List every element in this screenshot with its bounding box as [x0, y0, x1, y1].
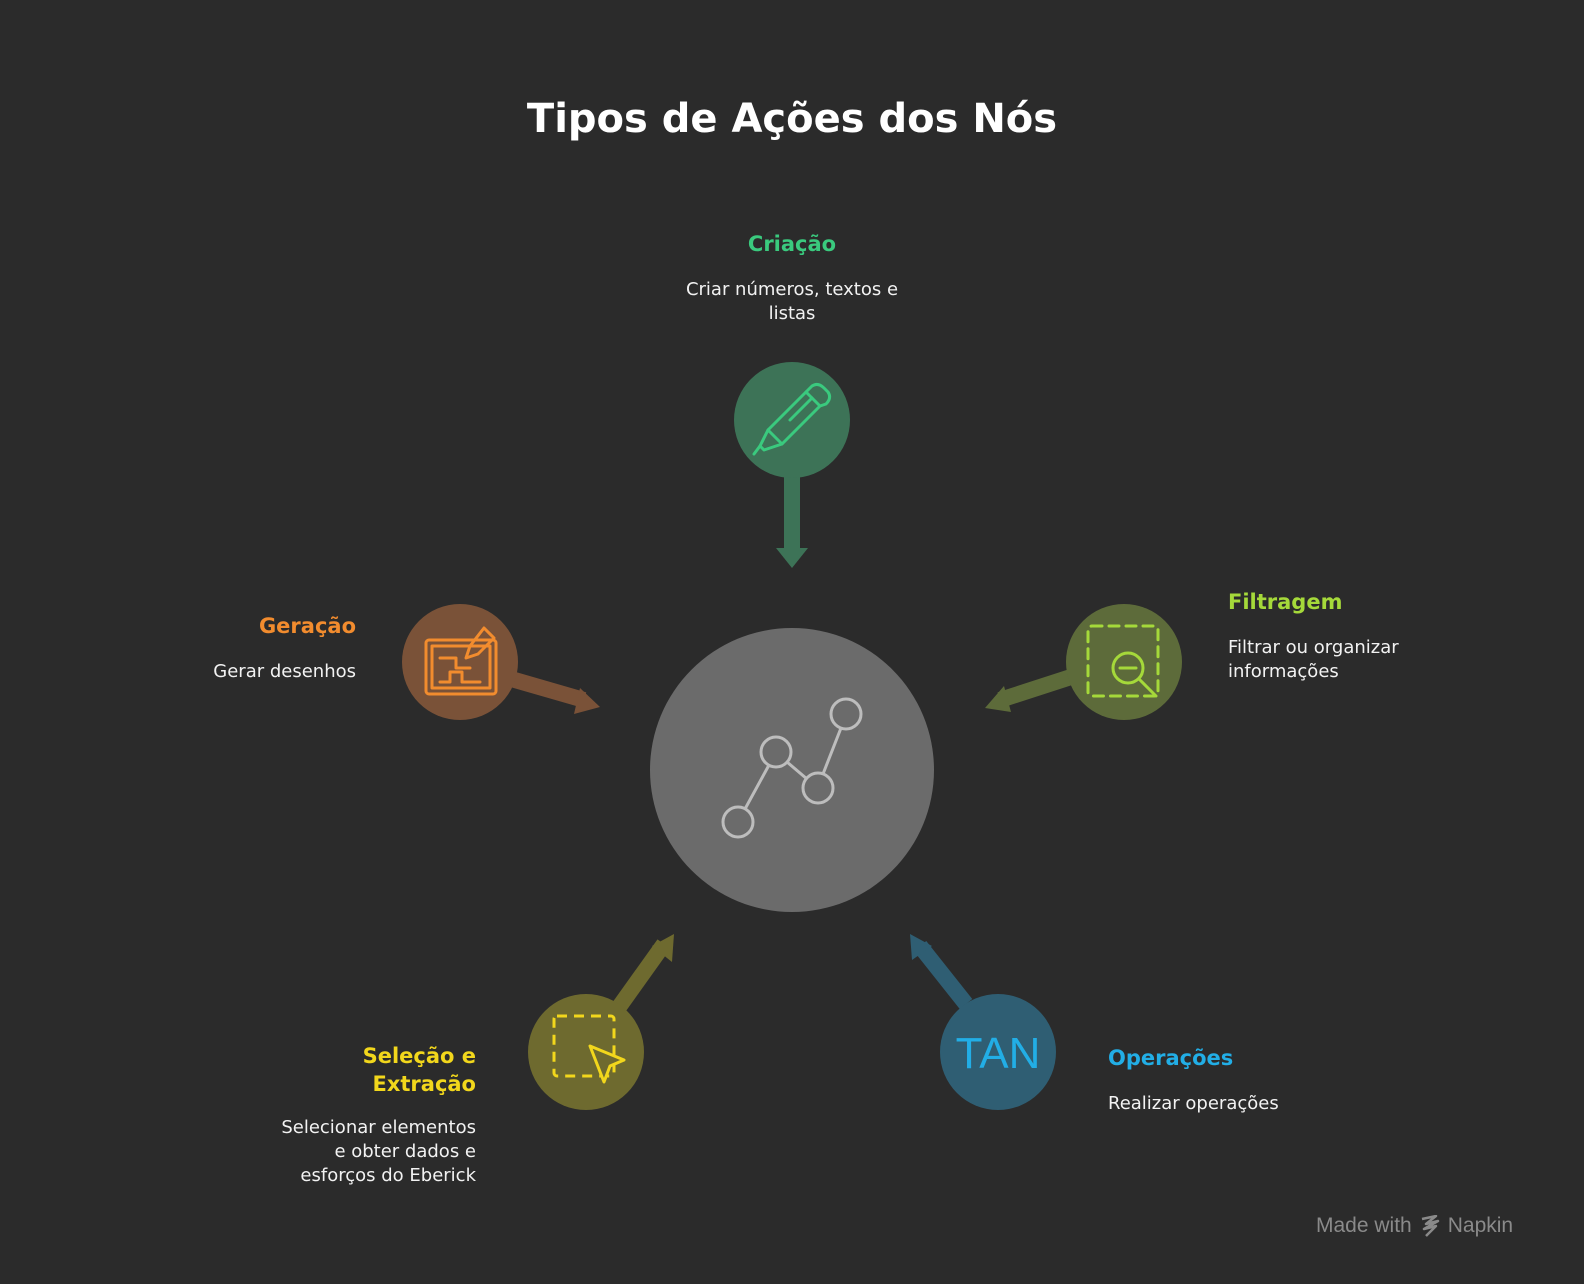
selecao-label-line: Extração: [372, 1072, 476, 1096]
criacao-description-line: listas: [768, 303, 816, 324]
filtragem-description-line: Filtrar ou organizar: [1228, 637, 1399, 658]
blueprint-pencil-icon: [424, 626, 498, 696]
zoom-out-selection-icon: [1086, 624, 1160, 698]
selecao-description-line: Selecionar elementos: [281, 1117, 476, 1138]
arrow-geracao: [505, 670, 600, 714]
made-with-text: Made with: [1316, 1214, 1412, 1237]
center-hub: [650, 628, 934, 912]
arrow-filtragem: [985, 668, 1077, 712]
operacoes-label: Operações: [1108, 1046, 1234, 1070]
arrow-criacao: [776, 470, 808, 568]
geracao-description: Gerar desenhos: [156, 660, 356, 684]
selecao-description: Selecionar elementos e obter dados e esf…: [236, 1116, 476, 1188]
tan-function-icon: TAN: [956, 1029, 1041, 1078]
geracao-description-line: Gerar desenhos: [213, 661, 356, 682]
geracao-label: Geração: [258, 614, 356, 638]
filtragem-description-line: informações: [1228, 661, 1339, 682]
filtragem-label: Filtragem: [1228, 590, 1343, 614]
napkin-credit[interactable]: Made with Napkin: [1316, 1214, 1513, 1238]
node-operacoes: TAN: [940, 994, 1056, 1110]
node-geracao: [402, 604, 518, 720]
operacoes-description-line: Realizar operações: [1108, 1093, 1279, 1114]
arrow-operacoes: [910, 934, 973, 1009]
diagram-title: Tipos de Ações dos Nós: [526, 96, 1058, 142]
criacao-description-line: Criar números, textos e: [685, 279, 899, 300]
selecao-label: Seleção e Extração: [276, 1042, 476, 1098]
selecao-description-line: e obter dados e: [334, 1141, 476, 1162]
selecao-label-line: Seleção e: [362, 1044, 476, 1068]
selecao-description-line: esforços do Eberick: [300, 1165, 476, 1186]
operacoes-description: Realizar operações: [1108, 1092, 1348, 1116]
arrow-selecao: [607, 934, 674, 1019]
criacao-description: Criar números, textos e listas: [652, 278, 932, 326]
node-criacao: [734, 362, 850, 478]
node-filtragem: [1066, 604, 1182, 720]
node-graph-icon: [721, 697, 863, 839]
node-selecao: [528, 994, 644, 1110]
selection-cursor-icon: [552, 1014, 626, 1084]
criacao-label: Criação: [747, 232, 837, 256]
pen-icon: [752, 382, 832, 456]
filtragem-description: Filtrar ou organizar informações: [1228, 636, 1488, 684]
napkin-logo-icon: [1421, 1215, 1439, 1237]
napkin-brand-text: Napkin: [1447, 1214, 1514, 1237]
